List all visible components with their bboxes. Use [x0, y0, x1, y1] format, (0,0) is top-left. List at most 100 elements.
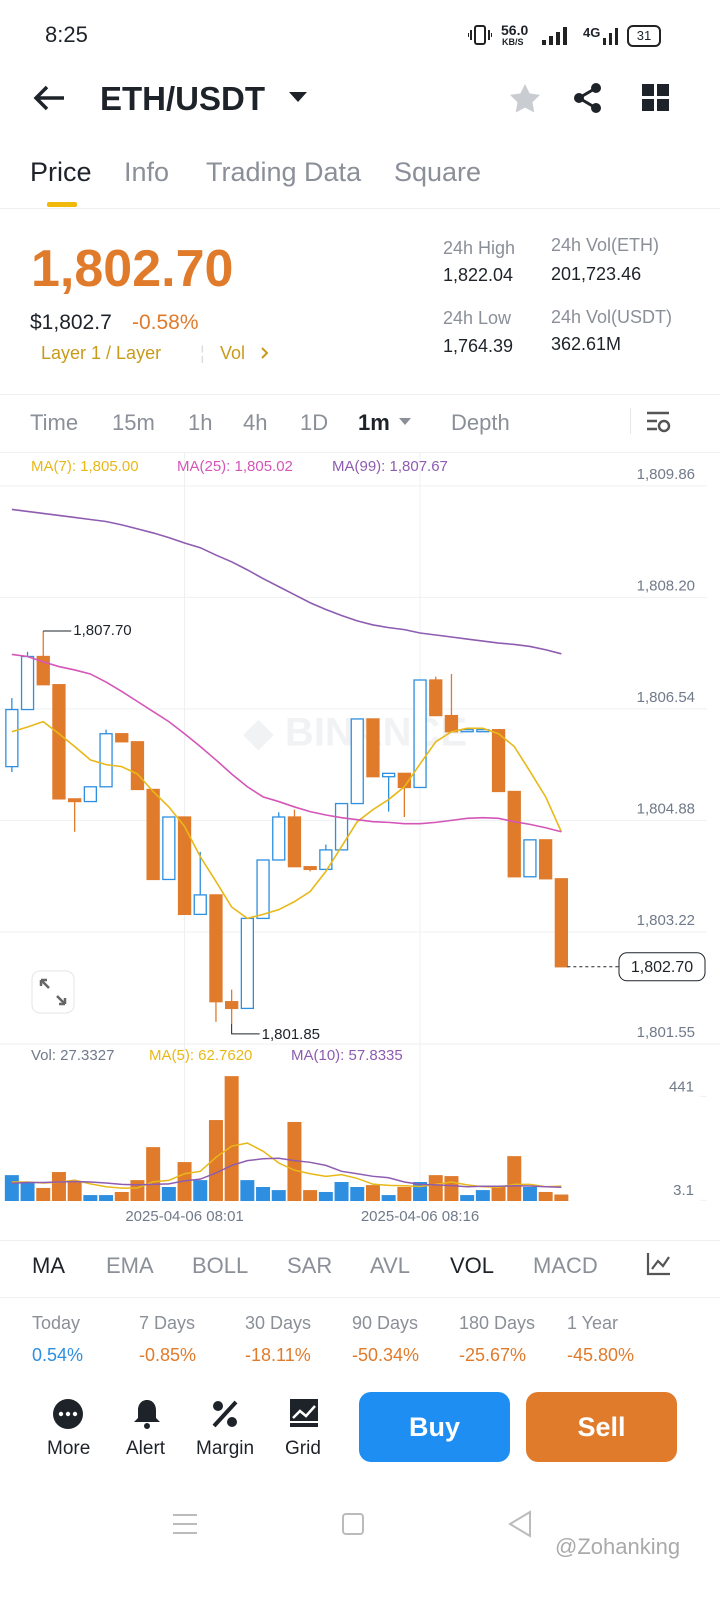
nav-home[interactable] — [341, 1512, 365, 1536]
divider — [0, 1297, 720, 1298]
indicator[interactable]: BOLL — [192, 1253, 249, 1278]
divider — [0, 1240, 720, 1241]
min-label: 1,801.85 — [262, 1026, 320, 1043]
volume-bar — [475, 1190, 490, 1201]
volume-bar — [256, 1186, 271, 1201]
separator — [630, 408, 631, 434]
indicator-settings[interactable] — [646, 1252, 672, 1276]
y-tick-label: 1,809.86 — [637, 466, 695, 483]
candle-body — [177, 816, 192, 916]
kline-chart: ◆ BINANCE 1,809.861,808.201,806.541,804.… — [0, 453, 720, 1225]
nav-menu[interactable] — [172, 1512, 198, 1536]
action-label[interactable]: Grid — [285, 1438, 321, 1459]
candle-body — [83, 786, 97, 803]
volume-bar — [271, 1190, 286, 1201]
tab-trading-data[interactable]: Trading Data — [206, 157, 362, 187]
volume-bar — [397, 1186, 412, 1201]
stat-value: 362.61M — [551, 334, 622, 354]
favorite-star[interactable] — [508, 82, 542, 114]
perf-label: 90 Days — [352, 1313, 419, 1333]
tab-info[interactable]: Info — [124, 157, 170, 187]
vol-ma-line — [11, 1142, 562, 1189]
candle-body — [20, 655, 35, 711]
volume-bar — [460, 1195, 475, 1201]
action-label[interactable]: Margin — [196, 1438, 255, 1459]
tag-separator: ¦ — [200, 343, 205, 363]
candle-body — [539, 839, 553, 880]
action-label[interactable]: Alert — [126, 1438, 166, 1459]
min-leader — [231, 1023, 260, 1035]
chart-settings[interactable] — [646, 410, 672, 434]
candle-body — [460, 729, 474, 733]
more-icon[interactable] — [52, 1398, 84, 1430]
divider — [0, 452, 720, 453]
indicator[interactable]: AVL — [370, 1253, 410, 1278]
interval[interactable]: 1h — [188, 410, 213, 435]
candle-body — [350, 718, 364, 805]
candle-body — [5, 708, 19, 768]
x-tick-label: 2025-04-06 08:16 — [361, 1208, 479, 1225]
layout-button[interactable] — [642, 84, 670, 112]
divider — [0, 208, 720, 209]
sell-button[interactable]: Sell — [526, 1392, 677, 1462]
margin-icon[interactable] — [210, 1398, 240, 1430]
grid-icon[interactable] — [289, 1398, 319, 1428]
candle-body — [256, 859, 270, 920]
volume-bar — [114, 1191, 129, 1201]
stat-value: 1,764.39 — [443, 336, 514, 356]
perf-label: 7 Days — [139, 1313, 196, 1333]
expand-button[interactable] — [31, 970, 75, 1014]
vol-link[interactable]: Vol — [220, 343, 246, 363]
candle-body — [334, 802, 349, 851]
category-tag[interactable]: Layer 1 / Layer — [41, 343, 162, 363]
volume-bar — [538, 1191, 553, 1201]
status-time: 8:25 — [45, 22, 88, 47]
indicator[interactable]: SAR — [287, 1253, 333, 1278]
indicator-selected[interactable]: VOL — [450, 1253, 495, 1278]
candle-body — [381, 772, 396, 778]
interval[interactable]: 4h — [243, 410, 268, 435]
y-tick-label: 3.1 — [673, 1182, 694, 1199]
indicator-selected[interactable]: MA — [32, 1253, 65, 1278]
legend-entry: MA(7): 1,805.00 — [31, 458, 139, 475]
back-button[interactable] — [32, 84, 66, 112]
stat-label: 24h Vol(ETH) — [551, 235, 660, 255]
vibrate-icon — [468, 25, 492, 45]
indicator[interactable]: EMA — [106, 1253, 154, 1278]
pair-dropdown[interactable] — [288, 90, 308, 104]
share-button[interactable] — [572, 82, 604, 114]
indicator[interactable]: MACD — [533, 1253, 598, 1278]
buy-button[interactable]: Buy — [359, 1392, 510, 1462]
perf-label: Today — [32, 1313, 81, 1333]
candle-body — [193, 894, 207, 916]
ma-line — [11, 720, 563, 920]
legend-entry: MA(99): 1,807.67 — [332, 458, 448, 475]
interval[interactable]: 1D — [300, 410, 329, 435]
pair-title[interactable]: ETH/USDT — [100, 80, 265, 117]
last-price-box — [618, 952, 706, 982]
action-label[interactable]: More — [47, 1438, 91, 1459]
tab-square[interactable]: Square — [394, 157, 482, 187]
interval[interactable]: 15m — [112, 410, 155, 435]
interval[interactable]: Time — [30, 410, 79, 435]
interval[interactable]: Depth — [451, 410, 510, 435]
perf-value: -18.11% — [245, 1345, 311, 1365]
tab-price[interactable]: Price — [30, 157, 92, 187]
candle-body — [130, 741, 145, 791]
candle-body — [272, 816, 286, 861]
interval-dropdown[interactable] — [398, 417, 412, 427]
candle-body — [303, 866, 317, 871]
volume-bar — [224, 1076, 239, 1201]
perf-label: 1 Year — [567, 1313, 619, 1333]
alert-icon[interactable] — [132, 1398, 162, 1430]
nav-back[interactable] — [508, 1510, 532, 1538]
volume-bar — [507, 1156, 522, 1201]
interval-selected[interactable]: 1m — [358, 410, 390, 435]
y-tick-label: 1,804.88 — [637, 800, 695, 817]
candle-body — [209, 894, 223, 1003]
stat-label: 24h High — [443, 238, 516, 258]
signal-icon-2 — [603, 28, 618, 45]
volume-bar — [444, 1176, 459, 1201]
signal-icon — [542, 27, 567, 45]
